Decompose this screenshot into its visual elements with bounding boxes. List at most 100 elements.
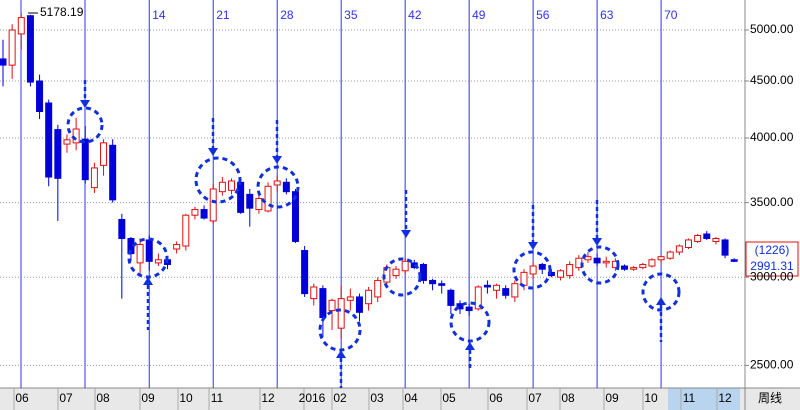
candle-body	[474, 286, 482, 310]
candle-body	[264, 185, 272, 212]
arrow-head	[656, 297, 666, 305]
arrow-head	[528, 242, 538, 250]
x-tick-label: 05	[442, 391, 456, 405]
cycle-label: 42	[408, 8, 422, 22]
candle-body	[566, 263, 574, 277]
candle-body	[630, 267, 638, 270]
candle-body	[109, 144, 117, 201]
x-axis-band	[0, 388, 800, 410]
x-tick-label: 07	[528, 391, 542, 405]
candle-body	[438, 283, 446, 286]
candle-body	[337, 298, 345, 329]
candle-body	[81, 138, 89, 181]
x-tick-label: 12	[718, 391, 732, 405]
candle-body	[209, 188, 217, 222]
candle-body	[502, 288, 510, 296]
candle-body	[246, 193, 254, 209]
x-tick-label: 03	[370, 391, 384, 405]
candle-body	[429, 279, 437, 285]
candle-body	[529, 265, 537, 275]
candle-body	[273, 180, 281, 186]
cycle-circle	[641, 272, 681, 312]
cycle-label: 63	[600, 8, 614, 22]
cycle-circle	[382, 257, 422, 297]
candle-body	[602, 260, 610, 264]
x-tick-label: 06	[15, 391, 29, 405]
candle-body	[100, 142, 108, 166]
candle-body	[45, 102, 53, 178]
x-tick-label: 09	[605, 391, 619, 405]
candle-body	[355, 296, 363, 313]
candle-body	[90, 167, 98, 189]
candle-body	[657, 256, 665, 261]
x-tick-label: 08	[561, 391, 575, 405]
cycle-circle	[512, 250, 552, 290]
candle-body	[675, 245, 683, 253]
x-tick-label: 02	[333, 391, 347, 405]
arrow-head	[401, 230, 411, 238]
candle-body	[36, 80, 44, 113]
candle-body	[63, 139, 71, 145]
candle-body	[154, 259, 162, 264]
cycle-circle	[66, 106, 104, 144]
candle-body	[26, 15, 34, 83]
candle-body	[447, 289, 455, 306]
candle-body	[712, 237, 720, 242]
candle-body	[310, 286, 318, 300]
candle-body	[328, 299, 336, 312]
last-tag: (1226)	[755, 243, 790, 257]
candle-body	[291, 191, 299, 242]
candle-body	[8, 29, 16, 66]
candle-body	[584, 256, 592, 261]
candle-body	[557, 270, 565, 278]
period-label: 周线	[758, 391, 782, 405]
y-tick-label: 3500.00	[750, 195, 794, 209]
arrow-head	[465, 342, 475, 350]
candle-body	[145, 239, 153, 262]
candle-body	[621, 265, 629, 270]
x-tick-label: 09	[141, 391, 155, 405]
candle-body	[0, 58, 7, 66]
arrow-head	[336, 350, 346, 358]
candle-body	[237, 181, 245, 213]
x-tick-label: 08	[96, 391, 110, 405]
x-tick-label: 06	[489, 391, 503, 405]
x-tick-label: 10	[179, 391, 193, 405]
candle-body	[54, 129, 62, 179]
x-tick-label: 04	[404, 391, 418, 405]
candle-body	[319, 288, 327, 319]
y-tick-label: 3000.00	[750, 269, 794, 283]
arrow-head	[80, 100, 90, 108]
candle-body	[666, 251, 674, 259]
arrow-head	[272, 156, 282, 164]
y-tick-label: 2500.00	[750, 358, 794, 372]
arrow-head	[143, 277, 153, 285]
candle-body	[483, 284, 491, 288]
cycle-label: 21	[216, 8, 230, 22]
x-axis-highlight	[668, 388, 740, 410]
cycle-label: 28	[280, 8, 294, 22]
candle-body	[365, 289, 373, 305]
arrow-head	[208, 148, 218, 156]
high-label: 5178.19	[40, 5, 84, 19]
x-tick-label: 11	[683, 391, 696, 405]
candle-body	[173, 243, 181, 250]
candle-body	[703, 233, 711, 239]
cycle-circle	[256, 165, 300, 209]
candle-body	[182, 214, 190, 247]
candle-body	[72, 128, 80, 144]
cycle-circle	[194, 156, 242, 204]
candle-body	[218, 181, 226, 193]
candle-body	[593, 257, 601, 264]
cycle-circle	[318, 308, 362, 352]
y-tick-label: 4500.00	[750, 73, 794, 87]
candle-body	[191, 209, 199, 216]
candle-body	[200, 209, 208, 219]
candle-body	[374, 279, 382, 298]
candle-body	[228, 180, 235, 191]
cycle-circle	[449, 301, 491, 343]
y-tick-label: 5000.00	[750, 22, 794, 36]
candle-body	[401, 260, 409, 272]
candle-body	[721, 239, 729, 256]
